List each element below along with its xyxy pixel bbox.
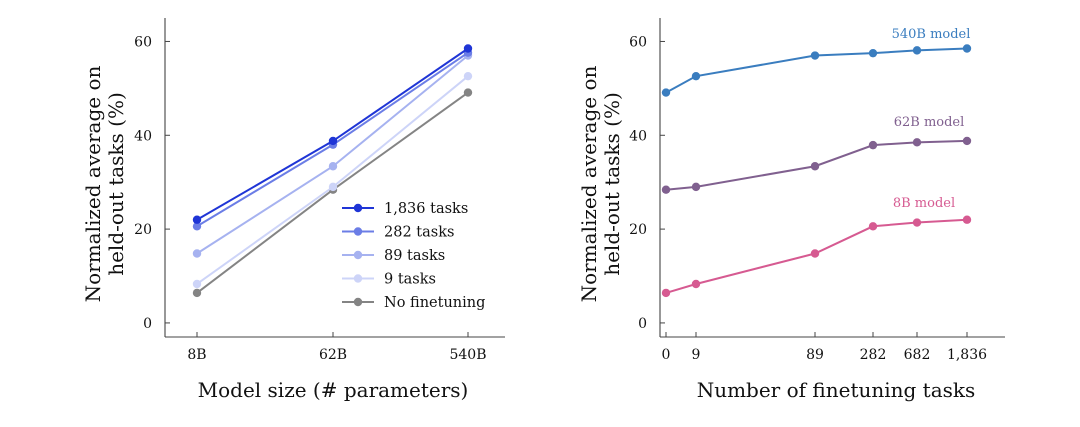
right-series-8b-model-point-5	[962, 215, 972, 224]
chart-finetuning-tasks: 0 20 40 60 0 9 89 282 682 1,836 540B model 62B mod…	[577, 18, 1005, 402]
right-y-tick-label-1: 20	[629, 222, 647, 238]
left-series-1-836-tasks-point-1	[328, 136, 338, 146]
legend-9-tasks-swatch-marker	[353, 274, 363, 283]
right-series-8b-model-point-4	[912, 218, 922, 227]
right-x-axis-label: Number of finetuning tasks	[697, 378, 976, 402]
legend-no-finetuning-swatch-marker	[353, 297, 363, 307]
right-series-540b-model-line	[665, 47, 968, 94]
right-x-tick-label-3: 282	[860, 347, 887, 363]
right-series-62b-model-point-5	[962, 136, 972, 146]
right-series-label-62b-model: 62B model	[894, 115, 965, 130]
left-y-tick-label-2: 40	[134, 128, 152, 144]
right-series-label-8b-model: 8B model	[893, 196, 955, 211]
chart-model-size: 0 20 40 60 8B 62B 540B 1,836 tasks 282 tasks 89 …	[81, 18, 505, 402]
left-series-1-836-tasks-point-2	[463, 44, 473, 53]
left-x-axis-label: Model size (# parameters)	[198, 378, 469, 402]
left-y-tick-label-1: 20	[134, 222, 152, 238]
right-series-62b-model-point-0	[661, 185, 671, 194]
right-series-62b-model-point-2	[810, 162, 820, 171]
left-y-axis-label-line1: Normalized average on	[81, 65, 105, 302]
left-series-89-tasks-point-0	[192, 249, 202, 258]
legend-282-tasks-swatch-marker	[353, 227, 363, 236]
left-series-9-tasks-point-2	[463, 71, 473, 81]
legend-89-tasks-swatch-marker	[353, 250, 363, 260]
left-series-1-836-tasks-point-0	[192, 215, 202, 224]
left-series-no-finetuning-point-0	[192, 288, 202, 298]
right-y-tick-label-3: 60	[629, 34, 647, 50]
left-series-group	[192, 44, 473, 298]
right-series-group: 540B model 62B model 8B model	[661, 27, 972, 298]
right-x-tick-label-2: 89	[806, 347, 824, 363]
right-series-8b-model-point-0	[661, 288, 671, 298]
left-y-axis-label-line2: held-out tasks (%)	[104, 92, 128, 276]
legend-9-tasks-label: 9 tasks	[384, 272, 436, 288]
left-series-9-tasks-point-0	[192, 279, 202, 289]
right-series-8b-model-line	[665, 218, 968, 294]
right-series-8b-model-point-2	[810, 249, 820, 258]
right-axes: 0 20 40 60 0 9 89 282 682 1,836	[629, 18, 1005, 363]
legend-282-tasks-label: 282 tasks	[384, 225, 454, 241]
right-series-540b-model-point-4	[912, 46, 922, 55]
right-series-540b-model-point-1	[691, 71, 701, 81]
left-x-tick-label-2: 540B	[449, 347, 486, 363]
left-series-no-finetuning-point-2	[463, 88, 473, 97]
right-x-tick-label-1: 9	[692, 347, 701, 363]
right-y-axis-label-line1: Normalized average on	[577, 65, 601, 302]
legend-1-836-tasks-label: 1,836 tasks	[384, 201, 468, 217]
right-x-tick-label-4: 682	[904, 347, 931, 363]
right-series-62b-model-point-1	[691, 182, 701, 192]
legend-no-finetuning-label: No finetuning	[384, 295, 485, 311]
left-legend: 1,836 tasks 282 tasks 89 tasks 9 tasks No fi…	[342, 201, 485, 311]
left-x-tick-label-1: 62B	[319, 347, 347, 363]
right-y-tick-label-2: 40	[629, 128, 647, 144]
right-y-tick-label-0: 0	[638, 316, 647, 332]
right-x-tick-label-5: 1,836	[947, 347, 987, 363]
right-series-540b-model-point-0	[661, 88, 671, 97]
right-series-8b-model-point-1	[691, 279, 701, 289]
right-series-8b-model-point-3	[868, 222, 878, 231]
left-y-tick-label-3: 60	[134, 34, 152, 50]
left-series-9-tasks-point-1	[328, 182, 338, 192]
left-series-89-tasks-point-1	[328, 162, 338, 171]
right-series-540b-model-point-5	[962, 44, 972, 53]
left-x-tick-label-0: 8B	[187, 347, 206, 363]
legend-1-836-tasks-swatch-marker	[353, 203, 363, 213]
right-series-62b-model-point-3	[868, 140, 878, 150]
left-y-tick-label-0: 0	[143, 316, 152, 332]
right-y-axis-label-line2: held-out tasks (%)	[600, 92, 624, 276]
legend-89-tasks-label: 89 tasks	[384, 248, 445, 264]
right-series-540b-model-point-3	[868, 48, 878, 58]
left-axes: 0 20 40 60 8B 62B 540B	[134, 18, 505, 363]
right-series-62b-model-point-4	[912, 138, 922, 147]
right-series-540b-model-point-2	[810, 51, 820, 60]
right-series-62b-model-line	[665, 139, 968, 191]
right-series-label-540b-model: 540B model	[892, 27, 971, 42]
right-x-tick-label-0: 0	[662, 347, 671, 363]
left-series-282-tasks-point-0	[192, 222, 202, 231]
left-series-1-836-tasks-line	[196, 47, 469, 221]
